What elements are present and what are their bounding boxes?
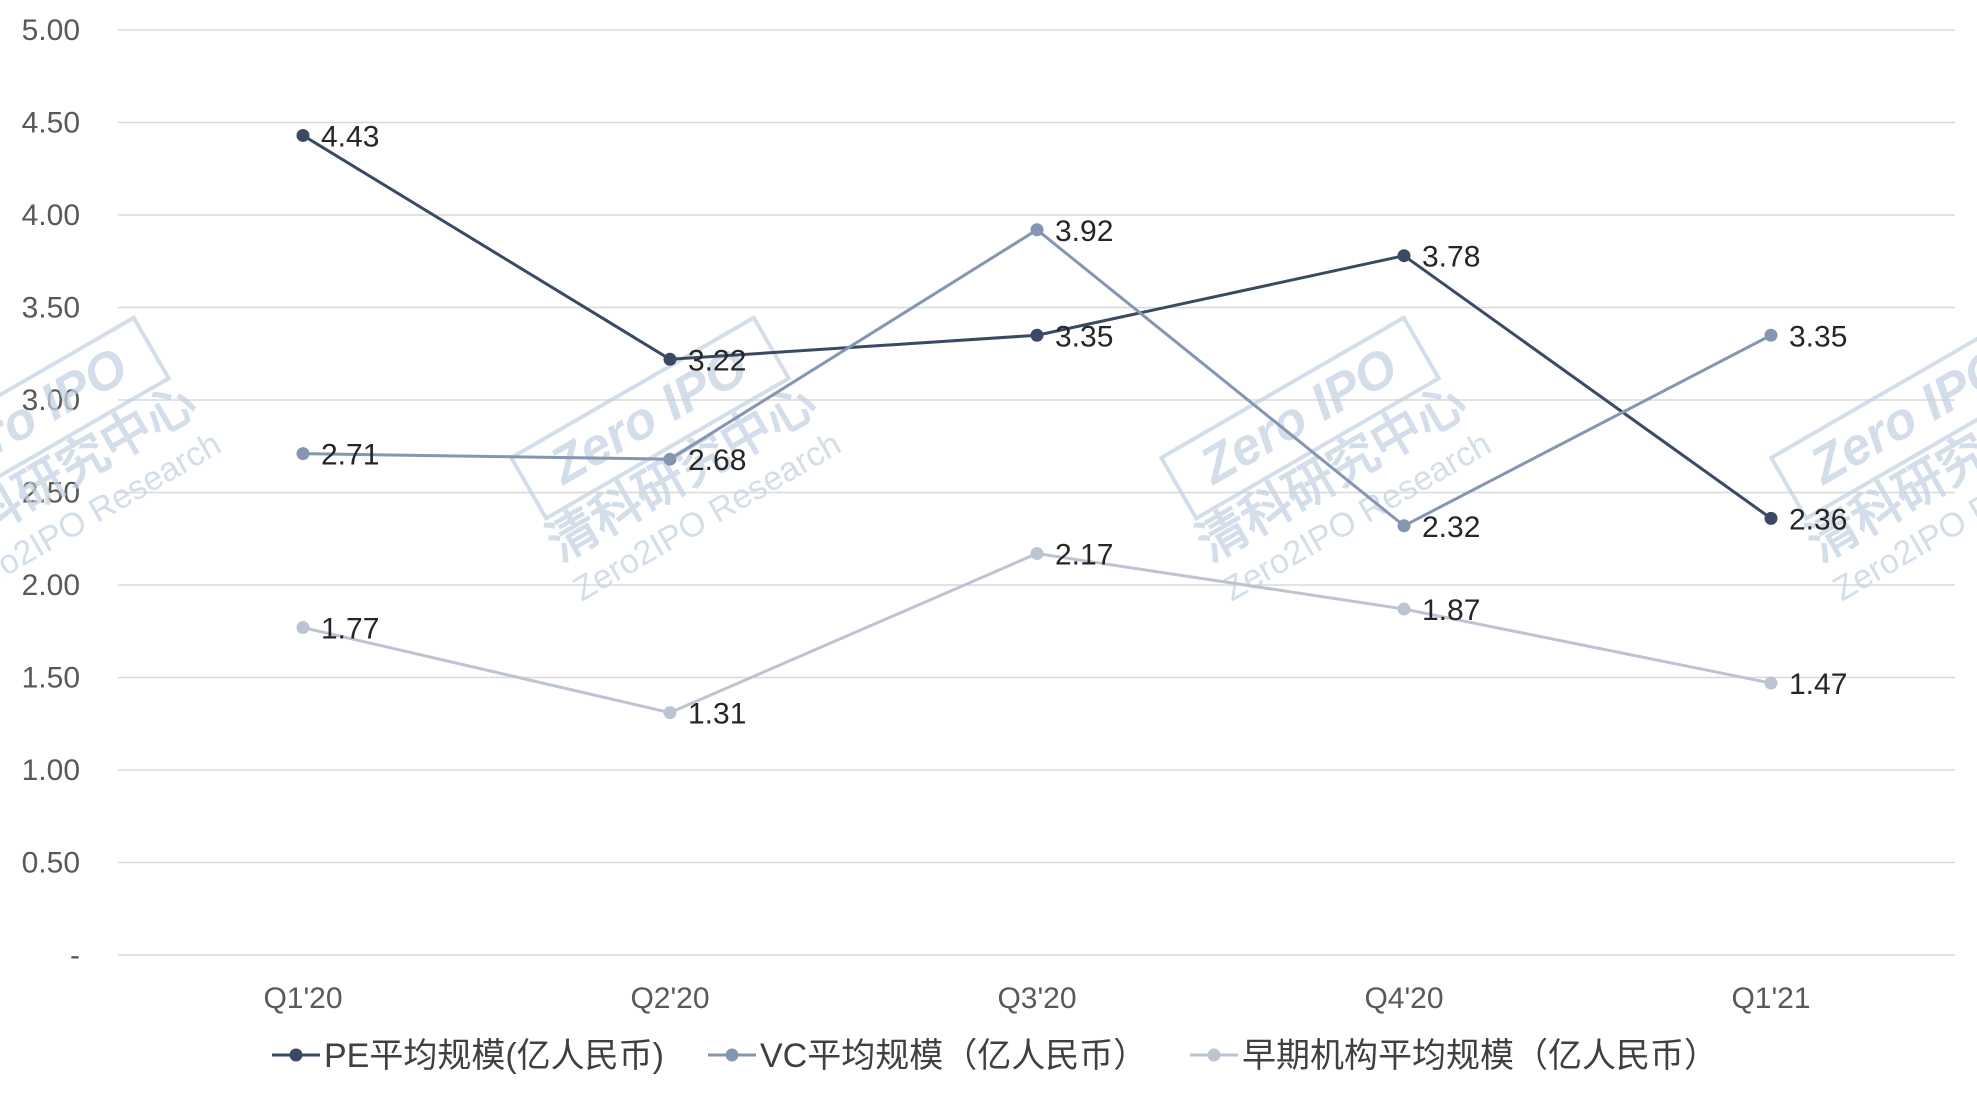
data-label: 3.35 <box>1789 320 1847 353</box>
data-label: 2.17 <box>1055 539 1113 572</box>
watermark-cn: 清科研究中心 <box>538 373 826 571</box>
x-tick-label: Q3'20 <box>997 982 1076 1015</box>
watermark-logo: Zero IPO <box>1799 337 1977 497</box>
series-layer <box>296 128 1778 720</box>
y-tick-label: 3.50 <box>22 292 80 325</box>
data-point <box>1764 328 1778 342</box>
x-tick-label: Q4'20 <box>1364 982 1443 1015</box>
data-point <box>1764 511 1778 525</box>
data-point <box>296 621 310 635</box>
data-point <box>663 352 677 366</box>
data-label: 1.31 <box>688 698 746 731</box>
data-label: 3.22 <box>688 344 746 377</box>
legend-marker <box>289 1048 303 1062</box>
data-label: 3.92 <box>1055 215 1113 248</box>
data-label: 2.68 <box>688 444 746 477</box>
data-point <box>296 447 310 461</box>
y-tick-label: 2.50 <box>22 477 80 510</box>
data-label: 4.43 <box>321 120 379 153</box>
watermark-logo-box <box>1158 314 1442 522</box>
data-point <box>1030 223 1044 237</box>
x-tick-label: Q1'20 <box>263 982 342 1015</box>
data-label: 1.87 <box>1422 594 1480 627</box>
y-tick-label: 0.50 <box>22 847 80 880</box>
data-label: 2.36 <box>1789 503 1847 536</box>
data-label: 2.71 <box>321 439 379 472</box>
watermark-en: Zero2IPO Research <box>1827 425 1977 609</box>
legend-label: VC平均规模（亿人民币） <box>760 1037 1147 1075</box>
y-tick-label: 2.00 <box>22 569 80 602</box>
data-point <box>663 452 677 466</box>
series-line-3 <box>302 552 1772 715</box>
data-label: 2.32 <box>1422 511 1480 544</box>
x-axis-tick-labels: Q1'20 Q2'20 Q3'20 Q4'20 Q1'21 <box>263 982 1810 1015</box>
y-tick-label: 4.00 <box>22 199 80 232</box>
data-point <box>1030 547 1044 561</box>
data-point <box>1397 602 1411 616</box>
legend-label: PE平均规模(亿人民币) <box>324 1037 664 1075</box>
legend-marker <box>1207 1048 1221 1062</box>
data-label: 1.47 <box>1789 668 1847 701</box>
data-point <box>1030 328 1044 342</box>
data-point <box>1764 676 1778 690</box>
data-point <box>1397 249 1411 263</box>
gridlines <box>118 29 1955 956</box>
data-label: 3.35 <box>1055 320 1113 353</box>
y-tick-label: - <box>70 939 80 972</box>
y-axis-tick-labels: - 0.50 1.00 1.50 2.00 2.50 3.00 3.50 4.00 4.50 5.0… <box>22 14 80 972</box>
watermark-cn: 清科研究中心 <box>1798 373 1977 571</box>
y-tick-label: 1.00 <box>22 754 80 787</box>
data-point <box>663 706 677 720</box>
legend-marker <box>725 1048 739 1062</box>
data-labels: 4.43 3.22 3.35 3.78 2.36 2.71 2.68 3.92 2.32 3.35… <box>321 120 1847 730</box>
series-line-1 <box>302 134 1772 520</box>
y-tick-label: 1.50 <box>22 662 80 695</box>
legend: PE平均规模(亿人民币) VC平均规模（亿人民币） 早期机构平均规模（亿人民币） <box>272 1037 1718 1075</box>
data-label: 3.78 <box>1422 241 1480 274</box>
y-tick-label: 4.50 <box>22 107 80 140</box>
series-line-2 <box>302 228 1772 528</box>
data-point <box>1397 519 1411 533</box>
x-tick-label: Q2'20 <box>630 982 709 1015</box>
y-tick-label: 3.00 <box>22 384 80 417</box>
watermark-logo: Zero IPO <box>1189 337 1407 497</box>
data-point <box>296 128 310 142</box>
x-tick-label: Q1'21 <box>1731 982 1810 1015</box>
y-tick-label: 5.00 <box>22 14 80 47</box>
legend-label: 早期机构平均规模（亿人民币） <box>1242 1037 1718 1075</box>
data-label: 1.77 <box>321 613 379 646</box>
